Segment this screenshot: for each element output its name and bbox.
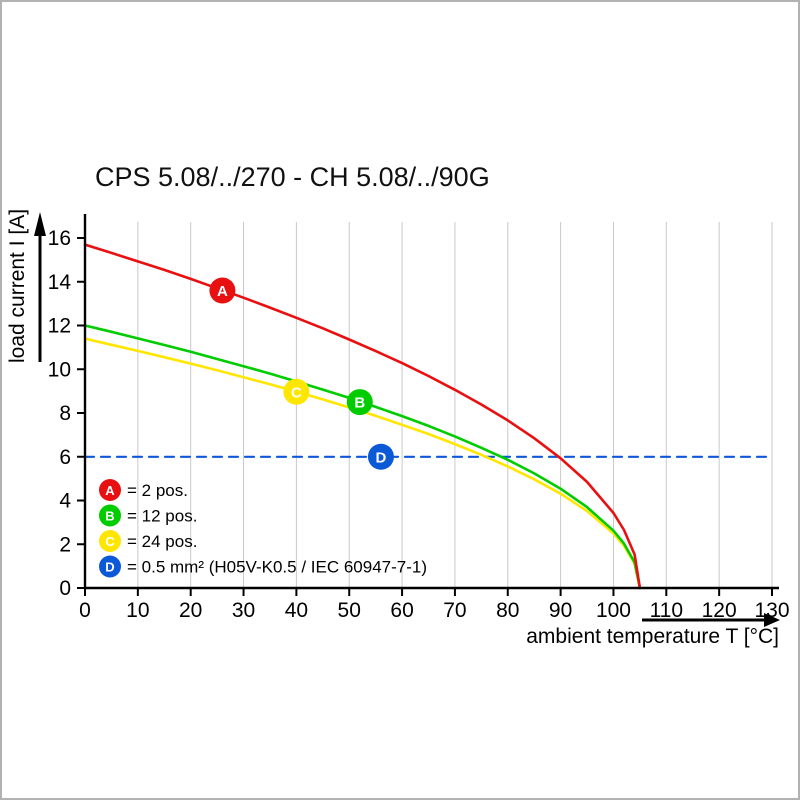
marker-label-D: D <box>376 449 387 466</box>
chart-title: CPS 5.08/../270 - CH 5.08/../90G <box>95 162 490 192</box>
x-axis-arrow-head <box>764 613 780 627</box>
y-tick-label-10: 10 <box>48 358 71 381</box>
x-tick-label-120: 120 <box>702 599 737 622</box>
curve-C <box>83 337 642 590</box>
x-axis-label: ambient temperature T [°C] <box>526 625 779 648</box>
x-axis-arrow-icon <box>642 613 780 627</box>
legend-swatch-D <box>99 555 121 578</box>
legend-text-A: = 2 pos. <box>127 481 188 500</box>
y-tick-label-12: 12 <box>48 315 71 338</box>
x-tick-label-100: 100 <box>596 599 631 622</box>
legend: A = 2 pos. B = 12 pos. C = 24 pos. D = 0.5 mm² … <box>99 479 427 578</box>
x-tick-label-90: 90 <box>549 599 572 622</box>
marker-A <box>209 277 236 304</box>
legend-swatch-label-A: A <box>105 483 115 498</box>
curve-A <box>83 243 642 590</box>
marker-D <box>367 443 394 470</box>
x-tick-label-0: 0 <box>79 599 91 622</box>
curve-B <box>83 324 642 590</box>
marker-C <box>283 378 310 405</box>
x-tick-label-130: 130 <box>754 599 789 622</box>
y-tick-label-4: 4 <box>59 490 71 513</box>
gridlines <box>137 222 773 588</box>
legend-swatch-label-D: D <box>105 559 114 574</box>
marker-B <box>346 389 373 416</box>
legend-swatch-B <box>99 504 121 527</box>
y-tick-label-8: 8 <box>59 402 71 425</box>
x-tick-label-40: 40 <box>285 599 308 622</box>
legend-text-B: = 12 pos. <box>127 507 197 526</box>
curve-markers: A B C D <box>209 277 394 470</box>
x-tick-label-20: 20 <box>179 599 202 622</box>
y-tick-label-6: 6 <box>59 446 71 469</box>
y-axis-label: load current I [A] <box>6 209 29 363</box>
marker-label-B: B <box>354 395 365 412</box>
legend-swatch-C <box>99 530 121 552</box>
y-tick-label-16: 16 <box>48 227 71 250</box>
legend-text-D: = 0.5 mm² (H05V-K0.5 / IEC 60947-7-1) <box>127 558 427 577</box>
legend-swatch-A <box>99 479 121 501</box>
x-tick-label-110: 110 <box>650 599 683 622</box>
marker-label-C: C <box>291 384 302 401</box>
x-tick-label-80: 80 <box>496 599 519 622</box>
x-tick-label-60: 60 <box>390 599 413 622</box>
y-tick-label-14: 14 <box>48 271 72 294</box>
legend-swatch-label-B: B <box>105 508 114 523</box>
y-tick-label-0: 0 <box>59 577 71 600</box>
y-axis-arrow-icon <box>34 212 46 362</box>
legend-swatch-label-C: C <box>105 534 115 549</box>
curves <box>83 243 774 590</box>
x-tick-label-10: 10 <box>126 599 149 622</box>
y-axis-arrow-head <box>34 212 46 236</box>
legend-text-C: = 24 pos. <box>127 532 197 551</box>
marker-label-A: A <box>217 283 228 300</box>
x-tick-label-30: 30 <box>232 599 255 622</box>
x-tick-label-70: 70 <box>443 599 466 622</box>
x-tick-label-50: 50 <box>338 599 361 622</box>
axes-and-ticks: 0 2 4 6 8 10 12 14 16 0 10 20 30 40 50 60 70 80 90 100 110 12… <box>48 214 790 622</box>
y-tick-label-2: 2 <box>59 533 71 556</box>
